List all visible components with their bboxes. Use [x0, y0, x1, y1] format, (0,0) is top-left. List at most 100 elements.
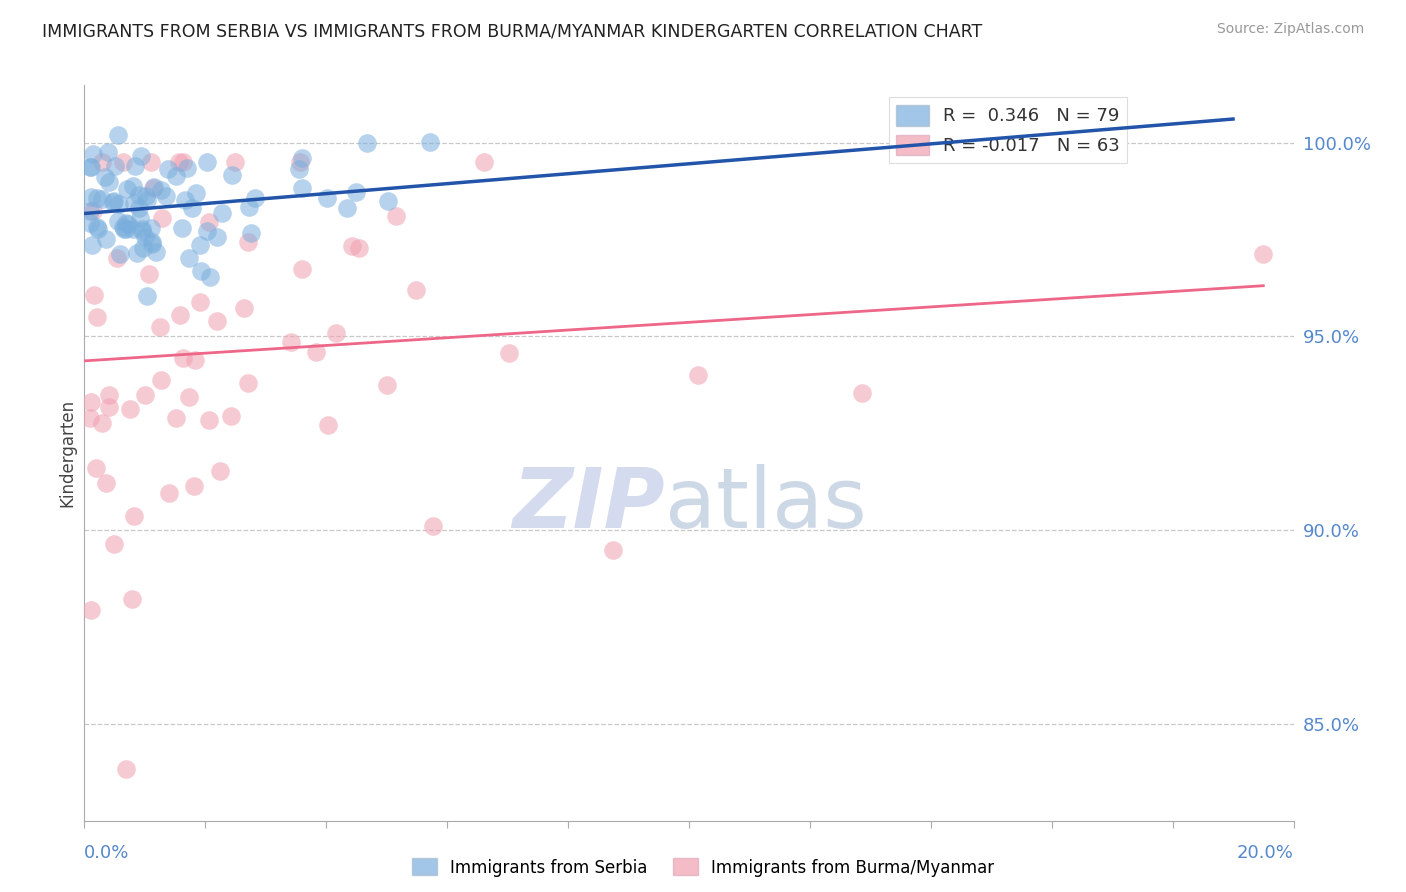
Point	[340, 238, 363, 252]
Point	[176, 161, 198, 175]
Point	[121, 178, 143, 193]
Point	[200, 269, 222, 284]
Point	[183, 352, 205, 367]
Point	[291, 261, 314, 276]
Legend: Immigrants from Serbia, Immigrants from Burma/Myanmar: Immigrants from Serbia, Immigrants from …	[405, 852, 1001, 883]
Point	[1253, 246, 1275, 260]
Point	[172, 351, 194, 366]
Point	[134, 230, 156, 244]
Point	[472, 155, 495, 169]
Point	[150, 374, 173, 388]
Point	[128, 202, 150, 216]
Point	[79, 203, 101, 218]
Point	[172, 155, 194, 169]
Point	[236, 235, 259, 250]
Text: 20.0%: 20.0%	[1237, 844, 1294, 862]
Point	[183, 479, 205, 493]
Point	[325, 326, 347, 340]
Point	[94, 232, 117, 246]
Point	[101, 195, 124, 210]
Point	[211, 206, 233, 220]
Point	[188, 295, 211, 310]
Point	[107, 213, 129, 227]
Point	[205, 314, 228, 328]
Point	[94, 170, 117, 185]
Point	[165, 169, 187, 183]
Point	[91, 193, 114, 207]
Point	[128, 187, 150, 202]
Point	[86, 222, 108, 236]
Point	[114, 216, 136, 230]
Point	[336, 201, 359, 215]
Point	[141, 236, 163, 251]
Point	[177, 252, 200, 266]
Point	[79, 410, 101, 425]
Point	[148, 320, 170, 334]
Point	[169, 155, 191, 169]
Point	[688, 368, 710, 383]
Point	[80, 160, 103, 174]
Point	[145, 245, 167, 260]
Point	[288, 161, 311, 176]
Y-axis label: Kindergarten: Kindergarten	[58, 399, 76, 507]
Point	[80, 603, 103, 617]
Point	[143, 179, 166, 194]
Point	[107, 128, 129, 142]
Point	[132, 241, 155, 255]
Point	[851, 385, 873, 400]
Point	[141, 181, 163, 195]
Point	[305, 345, 328, 359]
Point	[103, 537, 125, 551]
Point	[97, 145, 120, 159]
Point	[316, 191, 339, 205]
Point	[224, 155, 246, 169]
Point	[291, 180, 314, 194]
Point	[124, 159, 146, 173]
Point	[86, 219, 108, 234]
Point	[419, 135, 441, 149]
Point	[112, 222, 135, 236]
Point	[169, 309, 191, 323]
Point	[170, 221, 193, 235]
Point	[280, 335, 302, 350]
Point	[134, 387, 156, 401]
Point	[136, 193, 159, 207]
Point	[108, 247, 131, 261]
Point	[138, 267, 160, 281]
Point	[238, 201, 260, 215]
Point	[120, 401, 142, 416]
Point	[122, 222, 145, 236]
Point	[198, 215, 221, 229]
Point	[112, 155, 135, 169]
Point	[344, 185, 367, 199]
Point	[385, 210, 408, 224]
Point	[97, 387, 120, 401]
Point	[90, 155, 112, 169]
Point	[205, 230, 228, 244]
Legend: R =  0.346   N = 79, R = -0.017   N = 63: R = 0.346 N = 79, R = -0.017 N = 63	[889, 97, 1128, 162]
Point	[79, 216, 101, 230]
Point	[98, 400, 121, 414]
Point	[197, 413, 219, 427]
Point	[422, 518, 444, 533]
Point	[97, 175, 120, 189]
Point	[290, 155, 312, 169]
Point	[141, 235, 163, 250]
Point	[83, 288, 105, 302]
Text: Source: ZipAtlas.com: Source: ZipAtlas.com	[1216, 22, 1364, 37]
Point	[375, 378, 398, 392]
Point	[131, 224, 153, 238]
Point	[104, 160, 127, 174]
Point	[188, 237, 211, 252]
Point	[115, 222, 138, 236]
Point	[79, 161, 101, 175]
Point	[236, 376, 259, 390]
Point	[90, 416, 112, 430]
Point	[136, 289, 159, 303]
Point	[139, 155, 162, 169]
Text: ZIP: ZIP	[512, 464, 665, 545]
Point	[356, 136, 378, 151]
Point	[219, 409, 242, 424]
Point	[82, 204, 104, 219]
Point	[124, 508, 146, 523]
